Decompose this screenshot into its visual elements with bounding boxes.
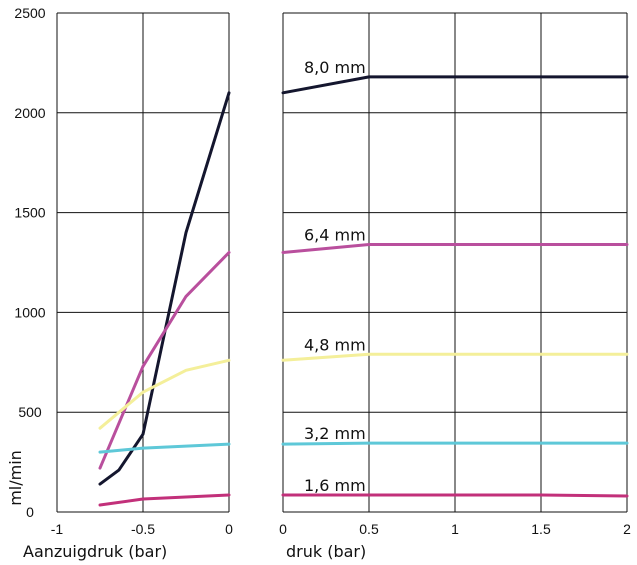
y-tick-label: 0: [26, 504, 34, 520]
series-line: [98, 251, 231, 470]
series-line: [281, 243, 629, 254]
y-tick-label: 1000: [14, 304, 45, 320]
x-tick-label: 1: [451, 521, 459, 537]
y-tick-label: 2500: [14, 5, 45, 21]
x-tick-label: 0: [279, 521, 287, 537]
series-line: [281, 75, 629, 95]
x-axis-label: Aanzuigdruk (bar): [23, 542, 167, 561]
series-line: [281, 352, 629, 362]
x-tick-label: -1: [51, 521, 64, 537]
series-line: [98, 91, 231, 486]
x-tick-label: -0.5: [131, 521, 155, 537]
series-line: [281, 441, 629, 446]
series-line: [98, 358, 231, 430]
series-label: 6,4 mm: [304, 226, 366, 245]
y-axis-label: ml/min: [6, 450, 25, 506]
x-axis-label: druk (bar): [286, 542, 366, 561]
y-tick-label: 1500: [14, 205, 45, 221]
series-line: [281, 493, 629, 498]
series-line: [98, 442, 231, 454]
series-line: [98, 493, 231, 507]
x-tick-label: 0: [225, 521, 233, 537]
x-tick-label: 2: [623, 521, 631, 537]
series-label: 8,0 mm: [304, 58, 366, 77]
y-tick-label: 2000: [14, 105, 45, 121]
x-tick-label: 0.5: [359, 521, 379, 537]
series-label: 4,8 mm: [304, 335, 366, 354]
series-label: 3,2 mm: [304, 424, 366, 443]
y-tick-label: 500: [18, 404, 42, 420]
series-label: 1,6 mm: [304, 476, 366, 495]
x-tick-label: 1.5: [531, 521, 551, 537]
